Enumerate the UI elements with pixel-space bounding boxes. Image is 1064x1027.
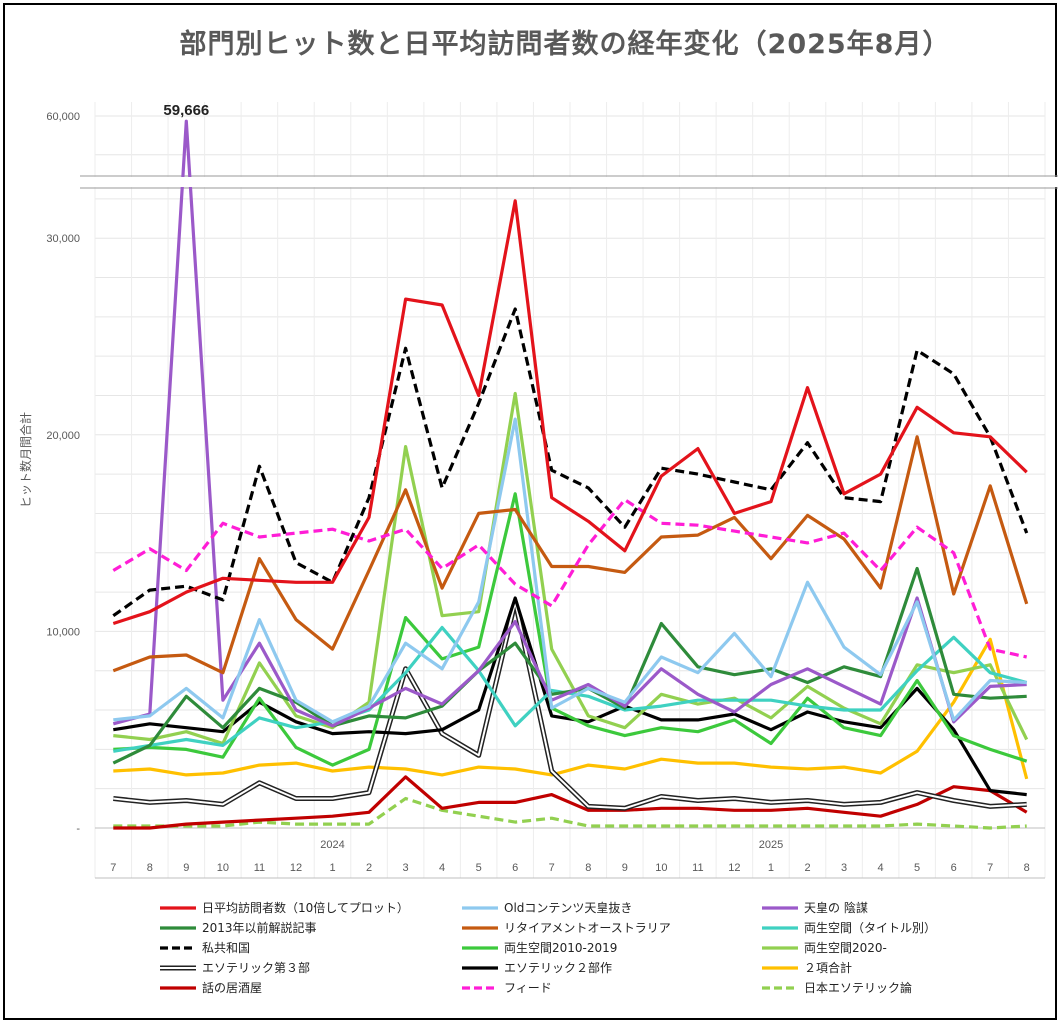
series-line [112, 199, 1028, 626]
x-tick-label: 3 [403, 862, 409, 874]
x-tick-label: 12 [728, 862, 740, 874]
x-year-label: 2025 [759, 839, 783, 851]
legend-label: ２項合計 [804, 960, 852, 975]
x-tick-label: 8 [1024, 862, 1030, 874]
axis-break-gap [82, 177, 1057, 187]
x-tick-label: 10 [217, 862, 229, 874]
legend-label: Oldコンテンツ天皇抜き [504, 901, 632, 915]
y-tick-label: 60,000 [46, 111, 80, 123]
x-tick-label: 11 [254, 862, 265, 874]
x-tick-label: 5 [914, 862, 920, 874]
series-line [113, 492, 1028, 767]
x-tick-label: 2 [366, 862, 372, 874]
x-tick-label: 7 [110, 862, 116, 874]
x-year-label: 2024 [320, 839, 344, 851]
chart-series: 59,666 [82, 102, 1057, 830]
x-tick-label: 9 [622, 862, 628, 874]
x-tick-label: 9 [183, 862, 189, 874]
y-tick-label: 30,000 [46, 233, 80, 245]
series-line [112, 498, 1028, 659]
x-tick-label: 5 [476, 862, 482, 874]
x-tick-label: 7 [549, 862, 555, 874]
legend-label: エソテリック２部作 [504, 960, 612, 975]
legend-label: 両生空間（タイトル別） [804, 921, 936, 935]
legend-label: 両生空間2010-2019 [504, 941, 617, 955]
y-tick-label: 10,000 [46, 626, 80, 638]
x-tick-label: 10 [655, 862, 667, 874]
series-line [113, 391, 1029, 746]
x-tick-label: 8 [585, 862, 591, 874]
x-tick-label: 7 [987, 862, 993, 874]
series-line [113, 775, 1028, 830]
x-tick-label: 6 [512, 862, 518, 874]
x-tick-label: 1 [329, 862, 335, 874]
legend-label: 話の居酒屋 [202, 980, 262, 995]
legend-label: 2013年以前解説記事 [202, 920, 317, 935]
series-line [113, 417, 1027, 724]
series-line [112, 435, 1029, 675]
y-tick-label: - [76, 823, 80, 835]
peak-annotation: 59,666 [163, 102, 209, 119]
legend-label: リタイアメントオーストラリア [504, 921, 671, 935]
x-tick-label: 3 [841, 862, 847, 874]
x-tick-label: 12 [290, 862, 302, 874]
legend-label: 日本エソテリック論 [804, 980, 912, 995]
x-tick-label: 6 [951, 862, 957, 874]
y-tick-label: 20,000 [46, 430, 80, 442]
series-line [112, 119, 1027, 728]
legend-label: 天皇の 陰謀 [804, 901, 868, 915]
chart-frame [3, 3, 1057, 1020]
y-axis-label: ヒット数月間合計 [18, 412, 33, 508]
x-tick-label: 4 [878, 862, 884, 874]
x-tick-label: 2 [804, 862, 810, 874]
legend-label: 日平均訪問者数（10倍してプロット） [202, 900, 409, 915]
x-tick-label: 11 [692, 862, 703, 874]
x-tick-label: 1 [768, 862, 774, 874]
legend-label: 両生空間2020- [804, 941, 887, 955]
legend-label: フィード [504, 981, 552, 995]
series-line [113, 796, 1027, 830]
series-line-inner [113, 600, 1027, 810]
chart-title: 部門別ヒット数と日平均訪問者数の経年変化（2025年8月） [179, 29, 951, 60]
x-tick-label: 4 [439, 862, 445, 874]
series-line [112, 307, 1029, 618]
legend-label: 私共和国 [202, 941, 250, 955]
chart-legend: 日平均訪問者数（10倍してプロット） Oldコンテンツ天皇抜き 天皇の 陰謀 2013… [160, 900, 936, 995]
series-line [113, 637, 1029, 780]
legend-label: エソテリック第３部 [202, 960, 310, 975]
x-tick-label: 8 [147, 862, 153, 874]
